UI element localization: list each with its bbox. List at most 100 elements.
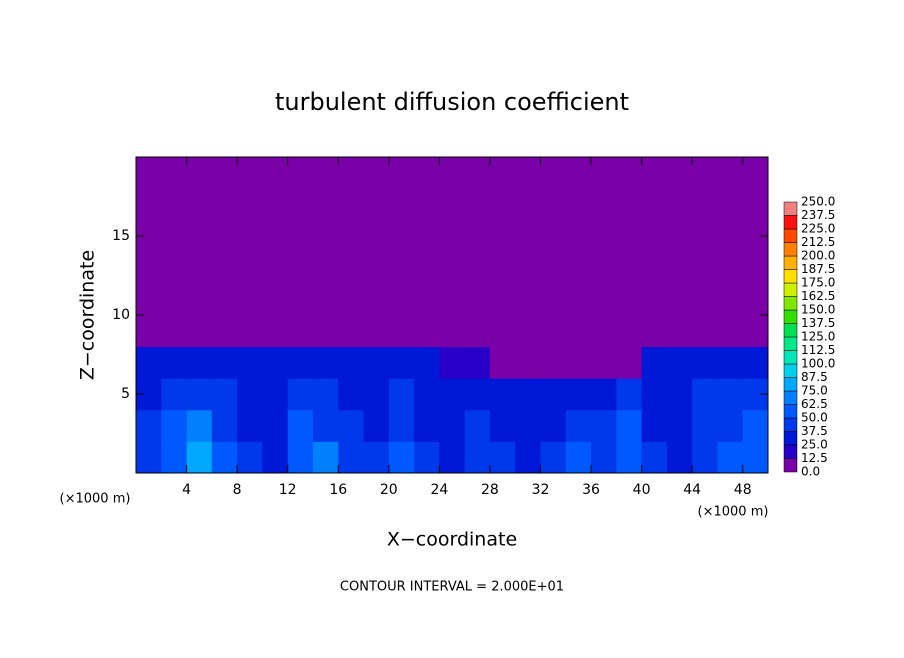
field-cell xyxy=(565,251,592,284)
field-cell xyxy=(161,378,188,411)
field-cell xyxy=(540,315,567,348)
colorbar-label: 37.5 xyxy=(801,424,828,438)
field-cell xyxy=(464,346,491,379)
field-cell xyxy=(489,315,516,348)
field-cell xyxy=(338,409,365,442)
field-cell xyxy=(262,283,289,316)
field-cell xyxy=(312,188,339,221)
field-cell xyxy=(666,315,693,348)
field-cell xyxy=(742,157,769,190)
field-cell xyxy=(338,441,365,474)
field-cell xyxy=(262,251,289,284)
field-cell xyxy=(616,157,643,190)
field-cell xyxy=(439,346,466,379)
field-cell xyxy=(186,315,213,348)
field-cell xyxy=(186,220,213,253)
field-cell xyxy=(312,315,339,348)
x-tick-label: 48 xyxy=(734,482,752,498)
field-cell xyxy=(136,441,162,474)
x-tick-label: 36 xyxy=(582,482,600,498)
field-cell xyxy=(742,441,769,474)
field-cell xyxy=(161,251,188,284)
field-cell xyxy=(312,346,339,379)
field-cell xyxy=(211,220,238,253)
field-cell xyxy=(565,157,592,190)
field-cell xyxy=(515,315,541,348)
field-cell xyxy=(717,441,744,474)
field-cell xyxy=(641,220,668,253)
field-cell xyxy=(161,441,188,474)
colorbar-swatch xyxy=(783,228,798,243)
field-cell xyxy=(540,441,567,474)
field-cell xyxy=(540,220,567,253)
field-cell xyxy=(515,346,541,379)
field-cell xyxy=(414,157,440,190)
field-cell xyxy=(439,409,466,442)
field-cell xyxy=(666,251,693,284)
field-cell xyxy=(388,220,415,253)
colorbar-label: 12.5 xyxy=(801,451,828,465)
field-cell xyxy=(515,409,541,442)
field-cell xyxy=(287,346,314,379)
colorbar-label: 112.5 xyxy=(801,343,835,357)
colorbar-label: 75.0 xyxy=(801,384,828,398)
field-cell xyxy=(692,220,718,253)
x-tick-label: 24 xyxy=(430,482,448,498)
field-cell xyxy=(515,283,541,316)
field-cell xyxy=(363,378,390,411)
field-cell xyxy=(565,315,592,348)
field-cell xyxy=(565,441,592,474)
field-cell xyxy=(515,378,541,411)
field-cell xyxy=(489,378,516,411)
field-cell xyxy=(439,220,466,253)
field-cell xyxy=(338,315,365,348)
field-cell xyxy=(237,409,263,442)
colorbar-label: 225.0 xyxy=(801,222,835,236)
colorbar-swatch xyxy=(783,390,798,405)
colorbar-swatch xyxy=(783,255,798,270)
field-cell xyxy=(717,283,744,316)
field-cell xyxy=(742,409,769,442)
field-cell xyxy=(312,157,339,190)
field-cell xyxy=(287,378,314,411)
field-cell xyxy=(591,283,617,316)
field-cell xyxy=(363,283,390,316)
field-cell xyxy=(237,251,263,284)
field-cell xyxy=(666,220,693,253)
colorbar-swatch xyxy=(783,215,798,230)
field-cell xyxy=(338,188,365,221)
field-cell xyxy=(388,315,415,348)
field-cell xyxy=(211,409,238,442)
field-cell xyxy=(363,188,390,221)
field-cell xyxy=(692,346,718,379)
colorbar-swatch xyxy=(783,282,798,297)
colorbar-label: 100.0 xyxy=(801,357,835,371)
field-cell xyxy=(161,283,188,316)
field-cell xyxy=(262,188,289,221)
field-cell xyxy=(692,157,718,190)
colorbar-swatch xyxy=(783,363,798,378)
field-cell xyxy=(211,188,238,221)
field-cell xyxy=(161,315,188,348)
colorbar-swatch xyxy=(783,323,798,338)
colorbar-label: 187.5 xyxy=(801,262,835,276)
field-cell xyxy=(641,378,668,411)
field-cell xyxy=(591,157,617,190)
field-cell xyxy=(515,157,541,190)
field-cell xyxy=(515,188,541,221)
field-cell xyxy=(363,441,390,474)
field-cell xyxy=(186,409,213,442)
colorbar-swatch xyxy=(783,431,798,446)
field-cell xyxy=(262,315,289,348)
field-cell xyxy=(540,378,567,411)
field-cell xyxy=(237,346,263,379)
field-cell xyxy=(363,157,390,190)
field-cell xyxy=(489,188,516,221)
colorbar-swatch xyxy=(783,336,798,351)
field-cell xyxy=(692,378,718,411)
field-cell xyxy=(439,157,466,190)
field-cell xyxy=(186,251,213,284)
chart-title: turbulent diffusion coefficient xyxy=(275,88,629,116)
field-cell xyxy=(136,409,162,442)
